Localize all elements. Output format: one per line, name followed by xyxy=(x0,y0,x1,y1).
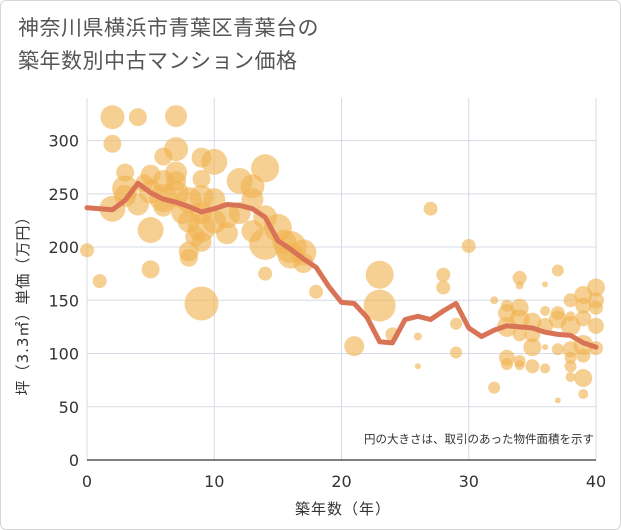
data-bubble xyxy=(80,243,94,258)
data-bubble xyxy=(215,222,238,245)
chart-title: 神奈川県横浜市青葉区青葉台の 築年数別中古マンション価格 xyxy=(18,12,578,78)
data-bubble xyxy=(490,296,499,305)
data-bubble xyxy=(551,343,564,356)
data-bubble xyxy=(588,317,604,334)
size-legend-note: 円の大きさは、取引のあった物件面積を示す xyxy=(364,432,594,446)
x-axis-label: 築年数（年） xyxy=(295,500,391,518)
data-bubble xyxy=(540,305,551,316)
y-tick-label: 150 xyxy=(48,291,79,310)
data-bubble xyxy=(578,388,589,399)
data-bubble xyxy=(251,154,280,183)
data-bubble xyxy=(551,264,564,277)
data-bubble xyxy=(436,267,451,282)
data-bubble xyxy=(589,300,603,315)
data-bubble xyxy=(575,310,592,327)
data-bubble xyxy=(514,360,525,371)
data-bubble xyxy=(363,289,396,322)
data-bubble xyxy=(576,348,591,363)
average-price-line xyxy=(84,180,599,350)
y-tick-label: 100 xyxy=(48,345,79,364)
x-tick-label: 0 xyxy=(82,472,92,491)
chart-title-line1: 神奈川県横浜市青葉区青葉台の xyxy=(18,16,319,40)
data-bubble xyxy=(344,336,365,357)
data-bubble xyxy=(309,284,324,299)
data-bubble xyxy=(488,381,501,394)
data-bubble xyxy=(574,369,593,388)
data-bubble xyxy=(258,266,273,281)
data-bubble xyxy=(241,188,264,211)
y-tick-label: 300 xyxy=(48,132,79,151)
data-bubble xyxy=(450,346,463,359)
x-tick-label: 20 xyxy=(331,472,351,491)
data-bubble xyxy=(165,105,188,128)
data-bubble xyxy=(100,105,125,130)
data-bubble xyxy=(436,280,451,295)
bubble-layer xyxy=(80,105,605,404)
data-bubble xyxy=(563,293,578,308)
x-tick-labels: 0 10 20 30 40 xyxy=(82,472,606,491)
data-bubble xyxy=(365,260,394,289)
data-bubble xyxy=(512,270,527,285)
y-tick-label: 200 xyxy=(48,238,79,257)
data-bubble xyxy=(512,327,527,342)
data-bubble xyxy=(500,358,513,371)
data-bubble xyxy=(184,286,219,321)
data-bubble xyxy=(103,134,122,153)
y-tick-labels: 0 50 100 150 200 250 300 xyxy=(48,132,79,470)
y-tick-label: 250 xyxy=(48,185,79,204)
data-bubble xyxy=(141,260,160,279)
data-bubble xyxy=(191,231,212,252)
data-bubble xyxy=(201,148,228,175)
data-bubble xyxy=(192,169,211,188)
data-bubble xyxy=(525,359,540,374)
data-bubble xyxy=(137,217,164,244)
data-bubble xyxy=(540,363,551,374)
data-bubble xyxy=(575,297,592,314)
data-bubble xyxy=(554,397,561,404)
data-bubble xyxy=(461,238,476,253)
y-axis-label: 坪（3.3㎡）単価（万円） xyxy=(14,209,32,396)
data-bubble xyxy=(414,363,421,370)
data-bubble xyxy=(92,274,107,289)
x-tick-label: 40 xyxy=(586,472,606,491)
y-tick-label: 50 xyxy=(59,398,79,417)
data-bubble xyxy=(179,248,198,267)
data-bubble xyxy=(560,315,581,336)
x-tick-label: 30 xyxy=(459,472,479,491)
data-bubble xyxy=(450,317,463,330)
data-bubble xyxy=(164,137,189,162)
data-bubble xyxy=(523,338,542,357)
data-bubble xyxy=(564,360,577,373)
data-bubble xyxy=(128,108,147,127)
data-bubble xyxy=(542,281,549,288)
data-bubble xyxy=(565,371,576,382)
data-bubble xyxy=(116,163,135,182)
y-tick-label: 0 xyxy=(69,451,79,470)
x-tick-label: 10 xyxy=(204,472,224,491)
data-bubble xyxy=(515,281,524,290)
chart-title-line2: 築年数別中古マンション価格 xyxy=(18,49,298,73)
data-bubble xyxy=(542,344,549,351)
data-bubble xyxy=(423,201,438,216)
data-bubble xyxy=(587,278,605,297)
data-bubble xyxy=(564,351,577,364)
data-bubble xyxy=(413,332,422,341)
